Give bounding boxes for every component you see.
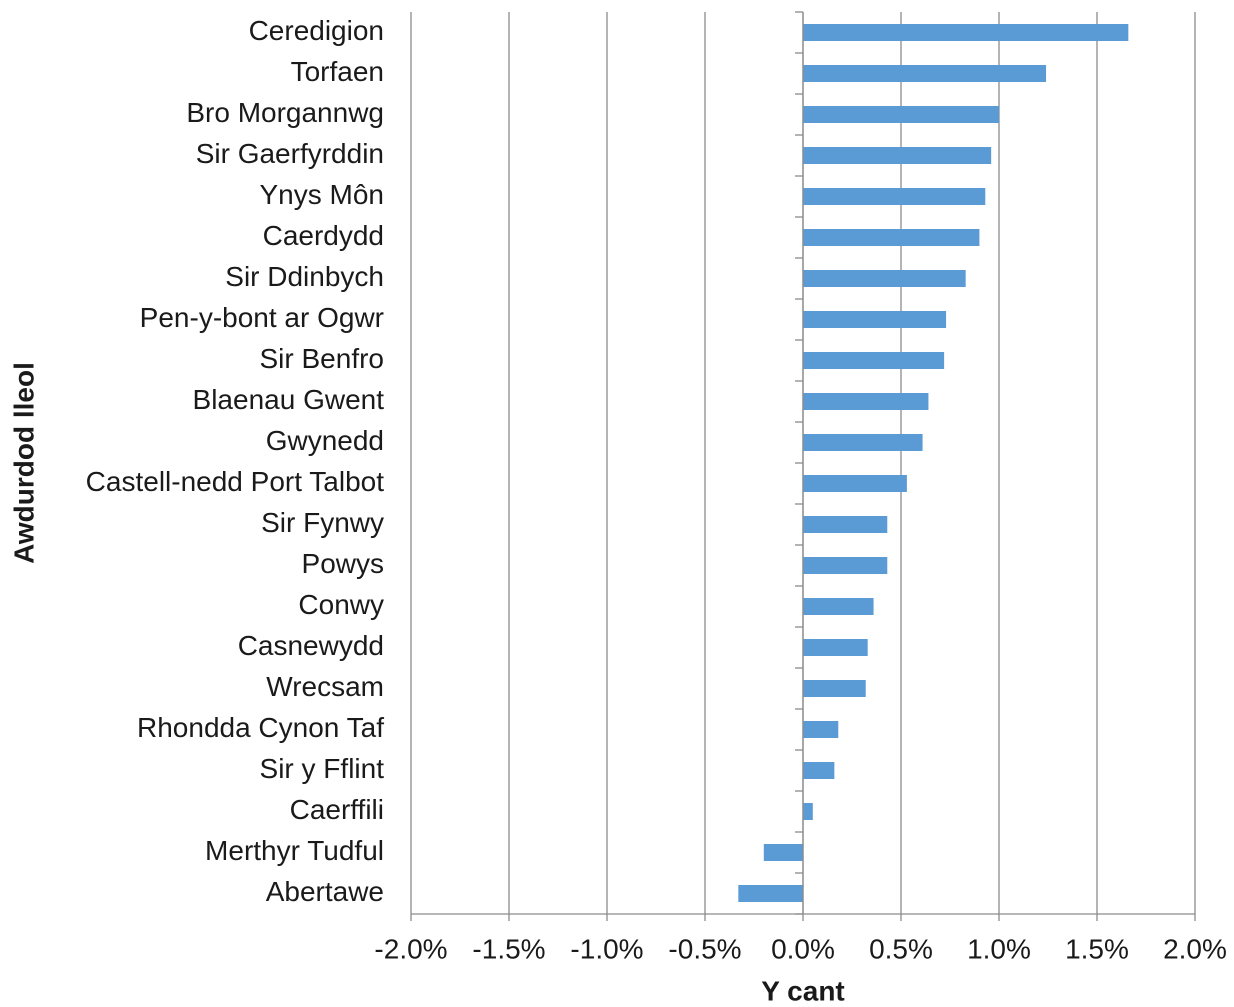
bar xyxy=(803,270,966,287)
x-tick-label: 1.5% xyxy=(1065,933,1129,964)
y-tick-label: Merthyr Tudful xyxy=(205,835,384,866)
bar xyxy=(803,598,874,615)
bar xyxy=(803,721,839,738)
x-tick-label: 0.5% xyxy=(869,933,933,964)
y-tick-label: Sir Fynwy xyxy=(261,507,384,538)
y-tick-label: Sir Benfro xyxy=(260,343,385,374)
bar xyxy=(803,639,868,656)
y-tick-label: Gwynedd xyxy=(266,425,384,456)
bar xyxy=(803,393,929,410)
y-tick-label: Ceredigion xyxy=(249,15,384,46)
bar xyxy=(803,434,923,451)
y-axis-title: Awdurdod lleol xyxy=(8,362,39,564)
y-tick-label: Sir Ddinbych xyxy=(225,261,384,292)
bar xyxy=(803,762,835,779)
x-tick-label: -0.5% xyxy=(668,933,741,964)
y-tick-label: Casnewydd xyxy=(238,630,384,661)
x-tick-label: -1.0% xyxy=(570,933,643,964)
y-tick-label: Ynys Môn xyxy=(260,179,385,210)
bar xyxy=(803,680,866,697)
bar xyxy=(803,65,1047,82)
bar xyxy=(803,24,1129,41)
y-tick-label: Bro Morgannwg xyxy=(186,97,384,128)
bar xyxy=(803,106,999,123)
y-tick-label: Caerdydd xyxy=(263,220,384,251)
bar xyxy=(803,352,945,369)
x-tick-label: 2.0% xyxy=(1163,933,1227,964)
bar xyxy=(803,516,888,533)
bar xyxy=(803,188,986,205)
x-tick-label: 0.0% xyxy=(771,933,835,964)
bar xyxy=(763,844,803,861)
y-tick-label: Conwy xyxy=(298,589,384,620)
bar xyxy=(803,147,992,164)
y-tick-label: Wrecsam xyxy=(266,671,384,702)
x-axis-title: Y cant xyxy=(761,975,845,1006)
bar xyxy=(803,803,813,820)
x-tick-label: -2.0% xyxy=(374,933,447,964)
x-tick-label: -1.5% xyxy=(472,933,545,964)
bar xyxy=(738,885,803,902)
bar xyxy=(803,229,980,246)
y-tick-label: Torfaen xyxy=(291,56,384,87)
bar xyxy=(803,557,888,574)
y-tick-label: Sir Gaerfyrddin xyxy=(196,138,384,169)
y-tick-label: Pen-y-bont ar Ogwr xyxy=(140,302,384,333)
y-tick-label: Abertawe xyxy=(266,876,384,907)
y-tick-label: Powys xyxy=(302,548,384,579)
y-tick-label: Rhondda Cynon Taf xyxy=(137,712,384,743)
y-tick-label: Blaenau Gwent xyxy=(193,384,385,415)
y-tick-label: Castell-nedd Port Talbot xyxy=(86,466,385,497)
bar xyxy=(803,475,907,492)
x-tick-label: 1.0% xyxy=(967,933,1031,964)
y-tick-label: Sir y Fflint xyxy=(260,753,385,784)
y-tick-label: Caerffili xyxy=(290,794,384,825)
bar xyxy=(803,311,947,328)
